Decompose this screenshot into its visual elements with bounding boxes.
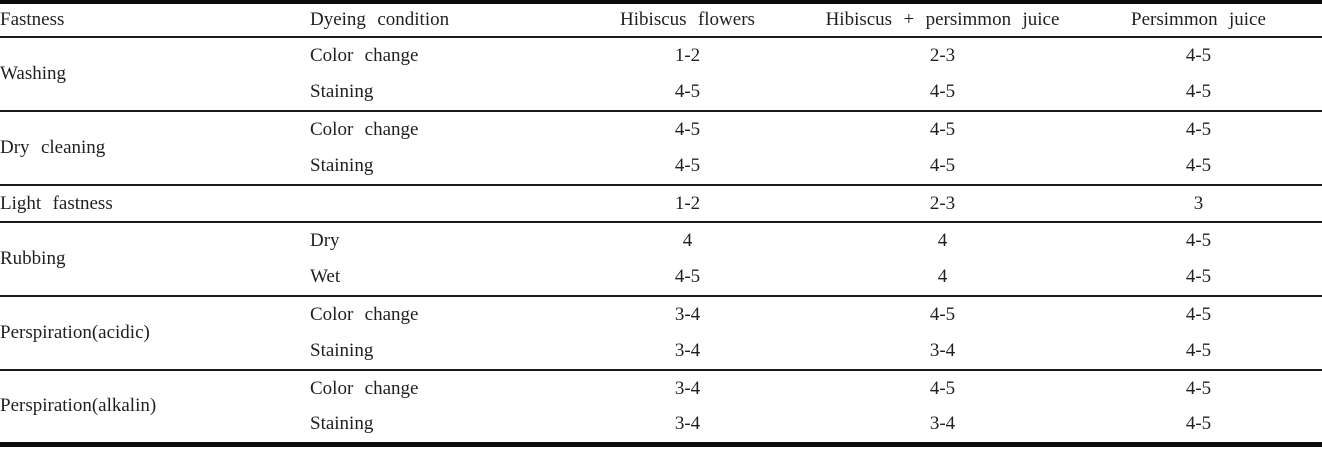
condition-cell: Color change (310, 378, 419, 399)
value-cell: 3-4 (674, 304, 701, 325)
condition-cell: Dry (310, 230, 340, 251)
condition-cell: Color change (310, 119, 419, 140)
fastness-cell: Perspiration(acidic) (0, 322, 150, 343)
table-row: Staining 4-5 4-5 4-5 (0, 74, 1322, 111)
value-cell: 4-5 (929, 155, 956, 176)
value-cell: 4-5 (1185, 266, 1212, 287)
condition-cell: Staining (310, 413, 374, 435)
table-row: Staining 3-4 3-4 4-5 (0, 333, 1322, 370)
value-cell: 4-5 (674, 119, 701, 140)
table-row: Staining 4-5 4-5 4-5 (0, 148, 1322, 185)
condition-cell (310, 185, 565, 222)
value-cell: 4-5 (929, 378, 956, 399)
header-row: Fastness Dyeing condition Hibiscus flowers… (0, 2, 1322, 37)
value-cell: 4-5 (1185, 230, 1212, 251)
column-header-dyeing-condition: Dyeing condition (310, 9, 450, 30)
value-cell: 4-5 (1185, 378, 1212, 399)
value-cell: 2-3 (929, 192, 956, 214)
condition-cell: Staining (310, 340, 374, 361)
condition-cell: Color change (310, 304, 419, 325)
value-cell: 4-5 (929, 304, 956, 325)
column-header-persimmon-juice: Persimmon juice (1131, 9, 1266, 30)
value-cell: 4 (937, 230, 948, 251)
fastness-cell: Dry cleaning (0, 137, 106, 158)
condition-cell: Color change (310, 45, 419, 66)
table-row: Rubbing Dry 4 4 4-5 (0, 222, 1322, 269)
value-cell: 4-5 (1185, 45, 1212, 66)
value-cell: 1-2 (674, 192, 701, 214)
value-cell: 4-5 (929, 119, 956, 140)
table-row: Perspiration(acidic) Color change 3-4 4-5 4-… (0, 296, 1322, 343)
value-cell: 3-4 (929, 340, 956, 361)
value-cell: 3-4 (929, 413, 956, 435)
value-cell: 4-5 (674, 81, 701, 102)
value-cell: 4-5 (1185, 340, 1212, 361)
table-row: Perspiration(alkalin) Color change 3-4 4-5 4… (0, 370, 1322, 416)
condition-cell: Wet (310, 266, 341, 287)
table-row: Dry cleaning Color change 4-5 4-5 4-5 (0, 111, 1322, 158)
table-body: Washing Color change 1-2 2-3 4-5 Staining 4-5 4… (0, 37, 1322, 444)
value-cell: 4-5 (1185, 155, 1212, 176)
value-cell: 3-4 (674, 378, 701, 399)
condition-cell: Staining (310, 155, 374, 176)
value-cell: 4 (937, 266, 948, 287)
fastness-cell: Washing (0, 63, 67, 84)
value-cell: 4-5 (1185, 304, 1212, 325)
value-cell: 4-5 (1185, 81, 1212, 102)
value-cell: 3-4 (674, 340, 701, 361)
value-cell: 3-4 (674, 413, 701, 435)
value-cell: 4-5 (674, 266, 701, 287)
table-row: Staining 3-4 3-4 4-5 (0, 407, 1322, 444)
table-header: Fastness Dyeing condition Hibiscus flowers… (0, 2, 1322, 37)
fastness-cell: Light fastness (0, 192, 113, 214)
fastness-cell: Perspiration(alkalin) (0, 395, 157, 417)
column-header-hibiscus-persimmon-juice: Hibiscus + persimmon juice (825, 9, 1060, 30)
value-cell: 4-5 (1185, 413, 1212, 435)
value-cell: 1-2 (674, 45, 701, 66)
value-cell: 4-5 (1185, 119, 1212, 140)
condition-cell: Staining (310, 81, 374, 102)
value-cell: 3 (1193, 192, 1204, 214)
fastness-cell: Rubbing (0, 248, 66, 269)
column-header-hibiscus-flowers: Hibiscus flowers (620, 9, 755, 30)
table-row: Light fastness 1-2 2-3 3 (0, 185, 1322, 222)
value-cell: 2-3 (929, 45, 956, 66)
table-row: Wet 4-5 4 4-5 (0, 259, 1322, 296)
value-cell: 4 (682, 230, 693, 251)
column-header-fastness: Fastness (0, 9, 65, 30)
value-cell: 4-5 (929, 81, 956, 102)
fastness-rating-table: Fastness Dyeing condition Hibiscus flowers… (0, 0, 1322, 447)
table-row: Washing Color change 1-2 2-3 4-5 (0, 37, 1322, 84)
value-cell: 4-5 (674, 155, 701, 176)
